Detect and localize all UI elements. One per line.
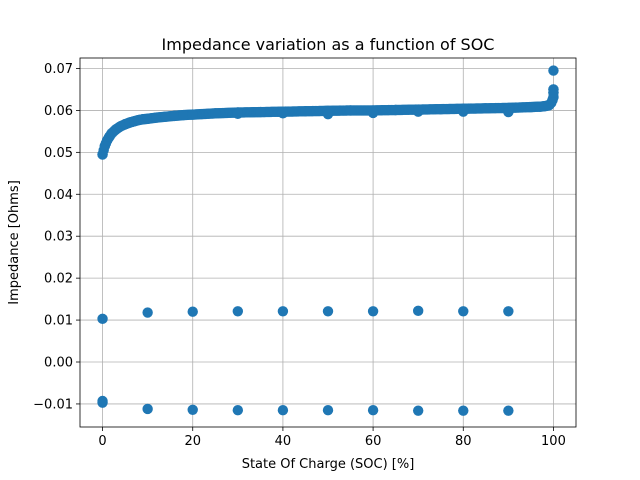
data-point xyxy=(503,306,514,317)
data-point xyxy=(232,306,244,317)
x-tick-label: 80 xyxy=(455,434,472,449)
y-axis-label: Impedance [Ohms] xyxy=(7,180,22,305)
data-point xyxy=(412,405,424,416)
data-point xyxy=(322,405,334,416)
data-point xyxy=(390,104,401,116)
data-point xyxy=(458,306,469,317)
data-point xyxy=(187,109,198,120)
y-tick-label: 0.03 xyxy=(44,230,73,245)
data-point xyxy=(367,405,379,416)
y-tick-label: −0.01 xyxy=(33,397,73,412)
data-point xyxy=(255,106,266,118)
x-tick-label: 60 xyxy=(365,434,382,449)
y-tick-label: 0.02 xyxy=(44,272,73,287)
data-point xyxy=(142,113,153,125)
y-tick-label: 0.04 xyxy=(44,188,73,203)
data-point xyxy=(367,306,379,317)
data-point xyxy=(97,313,108,325)
plot-frame xyxy=(79,57,577,428)
y-tick-label: 0.07 xyxy=(44,62,73,77)
data-point xyxy=(300,106,311,117)
x-tick-label: 0 xyxy=(98,434,106,449)
data-point xyxy=(97,397,108,408)
data-point xyxy=(458,405,469,416)
x-tick-label: 20 xyxy=(184,434,201,449)
data-points xyxy=(97,65,559,416)
data-point xyxy=(151,112,162,123)
x-tick-label: 40 xyxy=(275,434,292,449)
data-point xyxy=(367,107,379,119)
data-point xyxy=(169,110,180,122)
data-point xyxy=(187,404,198,416)
data-point xyxy=(548,84,559,95)
data-point xyxy=(277,306,289,317)
data-point xyxy=(458,106,469,117)
data-point xyxy=(97,149,108,160)
data-point xyxy=(178,109,189,121)
data-point xyxy=(210,108,221,119)
data-point xyxy=(322,306,334,317)
y-tick-label: 0.01 xyxy=(44,314,73,329)
y-tick-label: 0.05 xyxy=(44,146,73,161)
data-point xyxy=(142,307,153,318)
chart-title: Impedance variation as a function of SOC xyxy=(162,35,495,54)
data-point xyxy=(412,305,424,317)
data-point xyxy=(412,106,424,117)
data-point xyxy=(277,108,289,119)
data-point xyxy=(503,106,514,118)
data-point xyxy=(480,103,492,114)
data-point xyxy=(503,405,514,416)
data-point xyxy=(277,405,289,416)
data-point xyxy=(142,403,153,415)
data-point xyxy=(187,306,198,317)
x-axis-label: State Of Charge (SOC) [%] xyxy=(242,457,415,472)
data-point xyxy=(322,108,334,120)
data-point xyxy=(435,103,446,115)
axis-ticks: 0 20 40 60 80 100 −0.01 0.00 0.01 0.02 0.03 0.04 0.0… xyxy=(33,62,566,449)
data-point xyxy=(525,101,537,113)
data-point xyxy=(232,405,244,416)
y-tick-label: 0.00 xyxy=(44,356,73,371)
data-point xyxy=(345,105,356,116)
data-point xyxy=(548,65,559,76)
data-point xyxy=(160,111,171,122)
x-tick-label: 100 xyxy=(541,434,566,449)
data-point xyxy=(232,108,244,119)
y-tick-label: 0.06 xyxy=(44,104,73,119)
